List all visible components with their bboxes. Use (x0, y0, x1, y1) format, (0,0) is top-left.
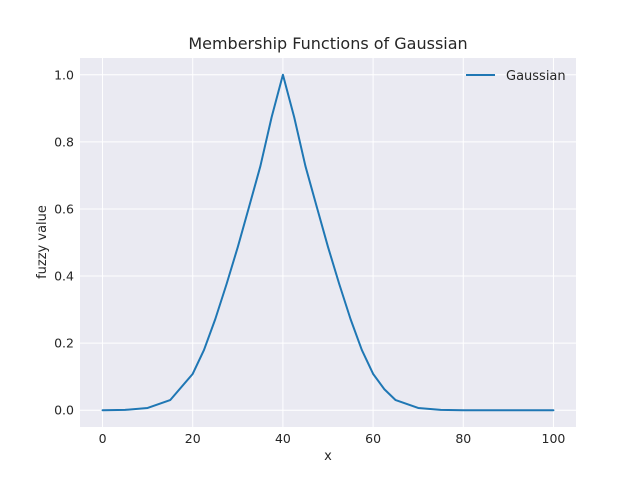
y-tick-label: 0.4 (54, 269, 74, 284)
x-grid (102, 58, 554, 427)
y-tick-label: 1.0 (54, 67, 74, 82)
x-tick-label: 20 (185, 431, 201, 446)
x-tick-labels: 0 20 40 60 80 100 (99, 431, 566, 446)
x-tick-label: 60 (365, 431, 381, 446)
y-tick-labels: 0.0 0.2 0.4 0.6 0.8 1.0 (54, 67, 74, 417)
legend: Gaussian (466, 69, 566, 84)
series-line-gaussian (101, 73, 555, 412)
x-tick-label: 100 (542, 431, 566, 446)
x-tick-label: 0 (99, 431, 107, 446)
y-tick-label: 0.2 (54, 336, 74, 351)
x-axis-label: x (324, 449, 332, 464)
y-tick-label: 0.0 (54, 403, 74, 418)
y-tick-label: 0.8 (54, 134, 74, 149)
x-tick-label: 40 (275, 431, 291, 446)
y-axis-label: fuzzy value (35, 205, 50, 279)
y-tick-label: 0.6 (54, 201, 74, 216)
legend-label-gaussian: Gaussian (506, 69, 566, 84)
series-layer (101, 73, 555, 412)
chart-title: Membership Functions of Gaussian (188, 34, 467, 53)
plot-area (80, 58, 576, 427)
x-tick-label: 80 (455, 431, 471, 446)
